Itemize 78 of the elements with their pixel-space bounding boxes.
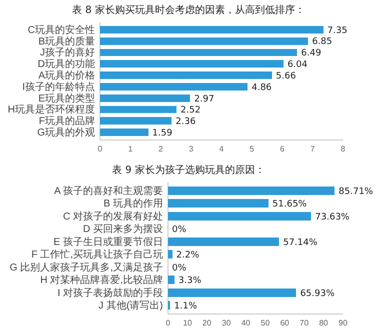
bar <box>100 72 272 80</box>
data-label: 57.14% <box>283 238 318 248</box>
x-tick-label: 7 <box>310 144 316 154</box>
x-tick-label: 8 <box>340 144 346 154</box>
y-tick-label: I 对孩子表扬鼓励的手段 <box>57 286 163 299</box>
bar <box>100 128 148 136</box>
y-tick-label: H 对某种品牌喜爱,比较品牌 <box>40 274 163 286</box>
bar <box>168 288 296 297</box>
data-label: 6.49 <box>301 48 322 59</box>
y-tick-label: F 工作忙,买玩具让孩子自己玩 <box>31 248 163 261</box>
y-tick-label: G 比别人家孩子玩具多,又满足孩子 <box>10 261 163 274</box>
y-tick-label: B玩具的质量 <box>38 35 95 48</box>
y-tick-label: B 玩具的作用 <box>104 198 163 210</box>
data-label: 51.65% <box>272 200 308 210</box>
y-tick-label: D 买回来多为摆设 <box>83 223 163 236</box>
bar <box>100 48 298 56</box>
x-tick-label: 5 <box>250 144 255 154</box>
x-tick-label: 70 <box>300 318 310 328</box>
x-tick-label: 30 <box>222 318 232 328</box>
y-tick-label: I孩子的年龄特点 <box>22 80 95 93</box>
data-label: 7.35 <box>327 26 348 36</box>
bar <box>100 94 190 102</box>
data-label: 5.66 <box>276 71 296 82</box>
y-tick-label: C玩具的安全性 <box>28 24 95 36</box>
y-tick-label: J孩子的喜好 <box>40 46 95 59</box>
data-label: 6.85 <box>312 37 332 48</box>
x-tick-label: 40 <box>241 318 251 328</box>
x-tick-label: 3 <box>188 144 194 154</box>
data-label: 2.52 <box>180 106 201 116</box>
data-label: 85.71% <box>338 186 374 197</box>
y-tick-label: G玩具的外观 <box>37 128 95 139</box>
data-label: 2.2% <box>176 250 200 261</box>
y-tick-label: H玩具是否环保程度 <box>8 104 95 116</box>
x-tick-label: 50 <box>260 318 270 328</box>
data-label: 2.36 <box>176 117 196 128</box>
x-tick-label: 2 <box>158 144 164 154</box>
bar <box>168 237 280 246</box>
chart-title: 表 8 家长购买玩具时会考虑的因素，从高到低排序： <box>72 4 305 16</box>
chart-title: 表 9 家长为孩子选购玩具的原因： <box>112 164 265 176</box>
y-tick-label: A 孩子的喜好和主观需要 <box>54 184 163 197</box>
y-tick-label: C 对孩子的发展有好处 <box>63 210 163 222</box>
bar <box>168 276 174 284</box>
x-tick-label: 0 <box>98 144 103 154</box>
data-label: 1.59 <box>152 128 173 138</box>
x-tick-label: 80 <box>319 318 329 328</box>
bar <box>100 37 308 45</box>
y-tick-label: A玩具的价格 <box>38 70 95 82</box>
y-tick-label: D玩具的功能 <box>38 58 95 70</box>
data-label: 2.97 <box>194 94 214 104</box>
bar <box>168 199 268 208</box>
y-tick-label: E 孩子生日或重要节假日 <box>54 236 163 248</box>
y-tick-label: E玩具的类型 <box>38 92 95 104</box>
bar <box>168 186 335 195</box>
bar <box>100 106 177 114</box>
x-tick-label: 20 <box>202 318 212 328</box>
bar <box>100 60 284 68</box>
data-label: 65.93% <box>300 288 335 299</box>
data-label: 1.1% <box>174 302 198 312</box>
x-tick-label: 90 <box>338 318 348 328</box>
x-tick-label: 1 <box>128 144 134 154</box>
x-tick-label: 60 <box>280 318 290 328</box>
bar <box>100 117 172 125</box>
x-tick-label: 10 <box>182 318 192 328</box>
x-tick-label: 4 <box>219 144 224 154</box>
data-label: 0% <box>172 263 187 274</box>
x-tick-label: 6 <box>280 144 286 154</box>
data-label: 73.63% <box>315 212 350 222</box>
bar <box>168 250 172 259</box>
y-tick-label: F玩具的品牌 <box>38 115 95 128</box>
data-label: 0% <box>172 225 187 236</box>
data-label: 4.86 <box>252 82 272 93</box>
data-label: 3.3% <box>178 276 202 286</box>
bar <box>168 212 312 220</box>
bar <box>100 26 324 34</box>
x-tick-label: 0 <box>166 318 171 328</box>
data-label: 6.04 <box>287 60 308 70</box>
y-tick-label: J 其他(请写出) <box>98 300 163 312</box>
bar <box>100 82 248 90</box>
